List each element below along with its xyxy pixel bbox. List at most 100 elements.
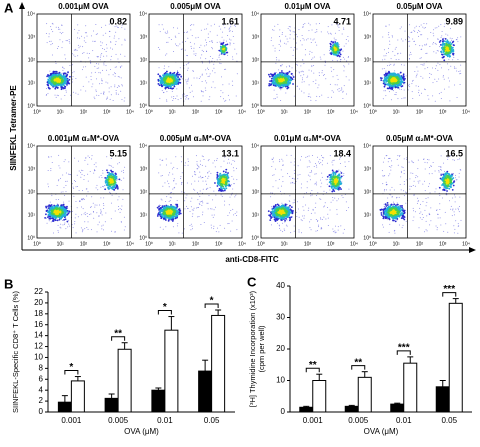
density-dot: [186, 205, 188, 207]
density-dot: [116, 25, 118, 27]
tick-label: 10²: [304, 109, 312, 115]
density-dot: [338, 90, 340, 92]
density-dot: [308, 95, 310, 97]
density-dot: [269, 80, 271, 83]
density-dot: [83, 52, 85, 54]
density-dot: [75, 186, 77, 188]
density-dot: [318, 72, 320, 74]
density-dot: [187, 79, 189, 81]
density-dot: [58, 165, 60, 167]
density-dot: [304, 54, 306, 56]
density-dot: [230, 230, 232, 232]
density-dot: [52, 70, 55, 73]
density-dot: [208, 99, 210, 101]
tick-label: 10⁰: [251, 103, 259, 109]
density-dot: [192, 228, 194, 230]
density-dot: [81, 35, 83, 37]
density-dot: [181, 182, 183, 184]
density-dot: [175, 75, 178, 78]
density-dot: [57, 180, 59, 182]
density-dot: [382, 79, 385, 82]
density-dot: [109, 68, 111, 70]
density-dot: [316, 29, 318, 31]
density-dot: [296, 85, 298, 87]
density-dot: [231, 80, 233, 82]
density-dot: [179, 81, 182, 84]
density-dot: [165, 70, 168, 73]
density-dot: [273, 29, 275, 31]
density-dot: [81, 199, 83, 201]
density-dot: [59, 226, 61, 228]
density-dot: [232, 167, 234, 169]
density-dot: [124, 38, 126, 40]
density-dot: [211, 60, 213, 62]
density-dot: [339, 49, 342, 52]
density-dot: [58, 154, 60, 156]
density-dot: [111, 170, 114, 173]
density-dot: [428, 98, 430, 100]
density-dot: [114, 72, 116, 74]
density-dot: [193, 77, 195, 79]
density-dot: [341, 87, 343, 89]
density-dot: [420, 75, 422, 77]
density-dot: [62, 69, 64, 71]
density-dot: [191, 47, 193, 49]
density-dot: [438, 78, 440, 80]
density-dot: [411, 83, 413, 85]
density-dot: [55, 26, 57, 28]
density-dot: [430, 73, 432, 75]
density-dot: [67, 71, 69, 74]
density-dot: [169, 80, 172, 83]
density-dot: [331, 90, 333, 92]
density-dot: [394, 70, 396, 72]
density-dot: [334, 41, 337, 43]
density-dot: [60, 217, 63, 220]
density-dot: [120, 77, 122, 79]
density-dot: [209, 62, 211, 64]
density-dot: [280, 100, 282, 102]
density-dot: [398, 81, 400, 84]
density-dot: [97, 224, 99, 226]
density-dot: [102, 69, 104, 71]
density-dot: [81, 231, 83, 233]
density-dot: [103, 48, 105, 50]
density-dot: [167, 180, 169, 182]
density-dot: [333, 44, 336, 46]
density-dot: [385, 90, 387, 92]
density-dot: [51, 74, 54, 77]
density-dot: [443, 59, 446, 62]
density-dot: [118, 85, 120, 87]
density-dot: [397, 39, 399, 41]
density-dot: [231, 175, 233, 177]
density-dot: [61, 80, 63, 83]
density-dot: [452, 52, 454, 55]
density-dot: [102, 172, 104, 174]
density-dot: [100, 211, 102, 213]
tick-label: 10³: [28, 34, 36, 40]
density-dot: [397, 52, 399, 54]
density-dot: [170, 82, 173, 85]
density-dot: [62, 75, 65, 78]
density-dot: [416, 73, 418, 75]
density-dot: [100, 175, 102, 177]
density-dot: [74, 179, 76, 181]
density-dot: [208, 69, 210, 71]
density-dot: [430, 32, 432, 34]
density-dot: [230, 163, 232, 165]
density-dot: [424, 68, 426, 70]
density-dot: [205, 180, 207, 182]
density-dot: [187, 77, 189, 79]
density-dot: [383, 67, 385, 69]
density-dot: [117, 93, 119, 95]
density-dot: [340, 89, 342, 91]
density-dot: [319, 56, 321, 58]
density-dot: [187, 164, 189, 166]
density-dot: [207, 23, 209, 25]
density-dot: [199, 163, 201, 165]
density-dot: [201, 62, 203, 64]
density-dot: [173, 187, 175, 189]
density-dot: [185, 79, 187, 81]
density-dot: [48, 220, 50, 222]
density-dot: [66, 83, 68, 86]
density-dot: [345, 38, 347, 40]
